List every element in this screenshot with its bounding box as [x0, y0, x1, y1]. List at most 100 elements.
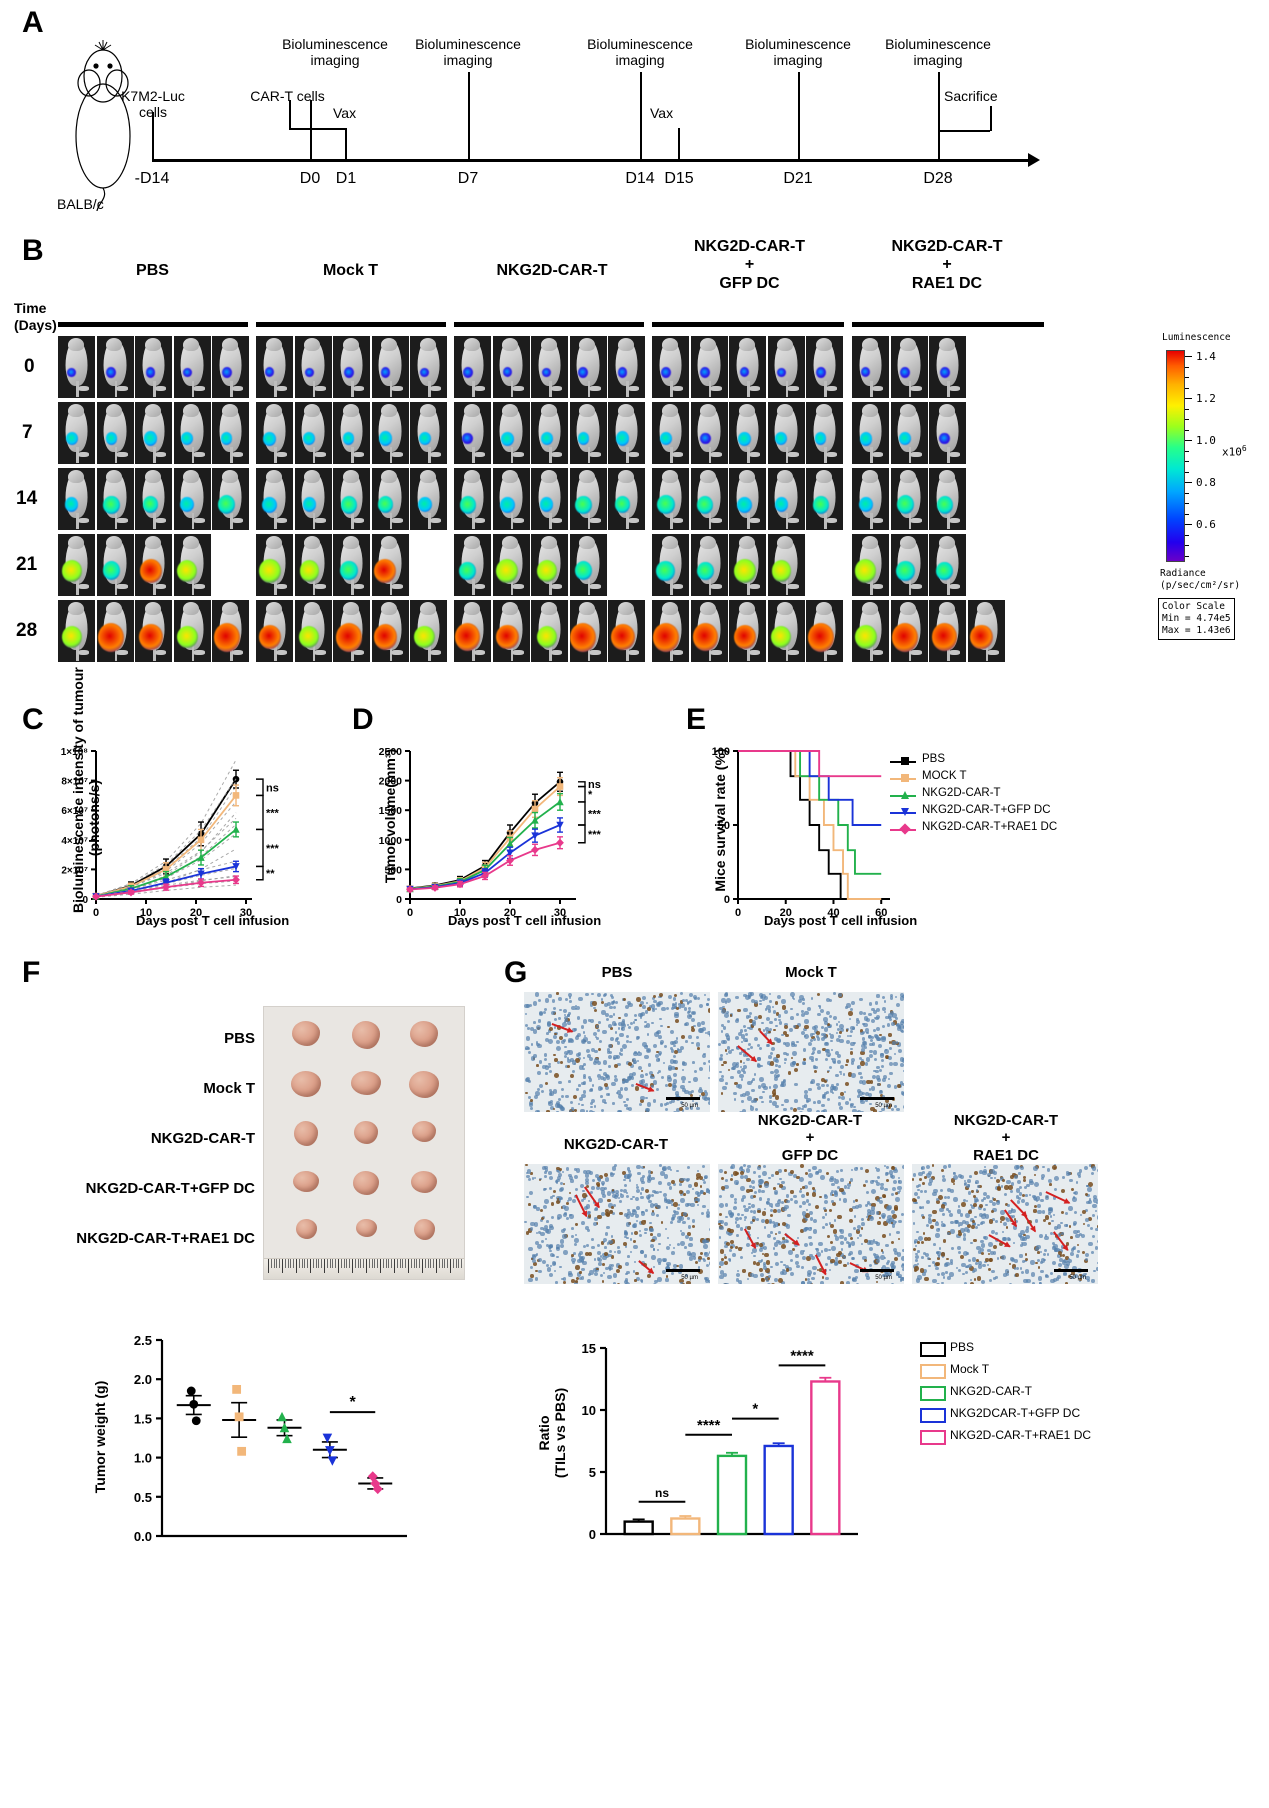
cell-nucleus: [898, 1023, 904, 1029]
cell-nucleus: [697, 1266, 701, 1269]
cell-nucleus: [888, 1041, 892, 1045]
cell-nucleus: [635, 1219, 639, 1222]
cell-nucleus: [1003, 1237, 1007, 1241]
cell-nucleus: [991, 1197, 995, 1200]
mouse-image: [652, 600, 691, 662]
cell-nucleus: [768, 1095, 773, 1099]
cell-nucleus: [609, 1172, 613, 1176]
cell-nucleus: [671, 1251, 675, 1255]
cell-nucleus: [609, 994, 613, 998]
cell-nucleus: [625, 1034, 630, 1039]
cell-nucleus: [895, 1196, 900, 1202]
cell-nucleus: [1053, 1278, 1058, 1283]
cell-nucleus: [771, 1101, 777, 1107]
cell-nucleus: [802, 1250, 805, 1253]
cell-nucleus: [822, 1095, 826, 1100]
ruler-tick: [413, 1259, 415, 1268]
cell-nucleus: [564, 1045, 568, 1049]
tumor-signal: [858, 496, 873, 513]
cell-nucleus: [661, 1006, 666, 1012]
cell-nucleus: [727, 1210, 733, 1215]
cell-nucleus: [812, 1047, 817, 1052]
mouse-image: [371, 600, 411, 662]
cell-nucleus: [876, 1199, 880, 1202]
cell-nucleus: [862, 1022, 865, 1026]
cell-nucleus: [935, 1197, 939, 1201]
tumor-specimen: [295, 1219, 317, 1239]
cell-nucleus: [604, 1012, 609, 1017]
cell-nucleus: [612, 1166, 617, 1171]
cell-nucleus: [721, 1110, 726, 1112]
cell-nucleus: [695, 1190, 700, 1195]
cell-nucleus: [990, 1169, 995, 1174]
cell-nucleus: [689, 1093, 694, 1098]
cell-nucleus: [622, 1188, 627, 1194]
cell-nucleus: [534, 992, 540, 997]
cell-nucleus: [556, 1166, 560, 1171]
cell-nucleus: [556, 1255, 560, 1259]
cell-nucleus: [553, 1035, 557, 1039]
cell-nucleus: [894, 1192, 898, 1196]
mouse-image: [492, 336, 532, 398]
panel-g-label: G: [504, 956, 528, 989]
cell-nucleus: [975, 1180, 979, 1184]
cell-nucleus: [709, 1068, 710, 1072]
cell-nucleus: [769, 1000, 772, 1003]
cell-nucleus: [773, 1242, 779, 1247]
cell-nucleus: [819, 1175, 825, 1180]
cell-nucleus: [928, 1171, 932, 1176]
cell-nucleus: [701, 1257, 705, 1261]
mouse-image: [58, 402, 97, 464]
cell-nucleus: [1040, 1258, 1046, 1263]
cell-nucleus: [701, 1204, 706, 1209]
cell-nucleus: [821, 1078, 825, 1082]
cell-nucleus: [866, 1276, 870, 1280]
cell-nucleus: [731, 1066, 735, 1071]
mouse-image: [569, 534, 609, 596]
cell-nucleus: [574, 1238, 579, 1243]
mouse-image: [371, 402, 411, 464]
cell-nucleus: [525, 1164, 528, 1167]
cell-nucleus: [1070, 1236, 1073, 1239]
cell-nucleus: [557, 1169, 562, 1174]
cell-nucleus: [671, 1099, 676, 1104]
cell-nucleus: [614, 1077, 619, 1082]
cell-nucleus: [734, 1035, 739, 1040]
cell-nucleus: [649, 1074, 654, 1079]
cell-nucleus: [742, 1269, 746, 1273]
cell-nucleus: [649, 1243, 654, 1248]
cell-nucleus: [549, 1105, 554, 1110]
cell-nucleus: [718, 1222, 721, 1226]
cell-nucleus: [1084, 1272, 1088, 1276]
ruler-tick: [360, 1259, 362, 1268]
cell-nucleus: [953, 1197, 958, 1202]
cell-nucleus: [557, 1197, 560, 1201]
cell-nucleus: [967, 1258, 971, 1262]
cell-nucleus: [726, 1010, 730, 1014]
label-bli-d14: Bioluminescence imaging: [587, 36, 693, 69]
cell-nucleus: [672, 1086, 676, 1091]
mouse-image: [135, 336, 174, 398]
cell-nucleus: [1079, 1278, 1083, 1282]
cell-nucleus: [537, 1257, 543, 1262]
cell-nucleus: [888, 1233, 891, 1236]
cell-nucleus: [874, 1034, 879, 1039]
cell-nucleus: [1061, 1253, 1065, 1257]
cell-nucleus: [883, 1075, 888, 1080]
cell-nucleus: [626, 1174, 632, 1179]
cell-nucleus: [692, 1224, 696, 1229]
cell-nucleus: [775, 1203, 780, 1208]
cell-nucleus: [556, 1176, 561, 1181]
legend-marker: [901, 808, 909, 816]
cell-nucleus: [868, 1002, 873, 1006]
cell-nucleus: [562, 1021, 567, 1027]
cell-nucleus: [846, 1029, 849, 1032]
cell-nucleus: [1000, 1216, 1005, 1221]
cell-nucleus: [546, 1022, 552, 1027]
ruler-tick: [422, 1259, 423, 1273]
cell-nucleus: [651, 1021, 654, 1025]
cell-nucleus: [864, 1028, 870, 1033]
cell-nucleus: [1091, 1203, 1097, 1209]
cell-nucleus: [566, 1021, 571, 1025]
cell-nucleus: [850, 1241, 856, 1246]
